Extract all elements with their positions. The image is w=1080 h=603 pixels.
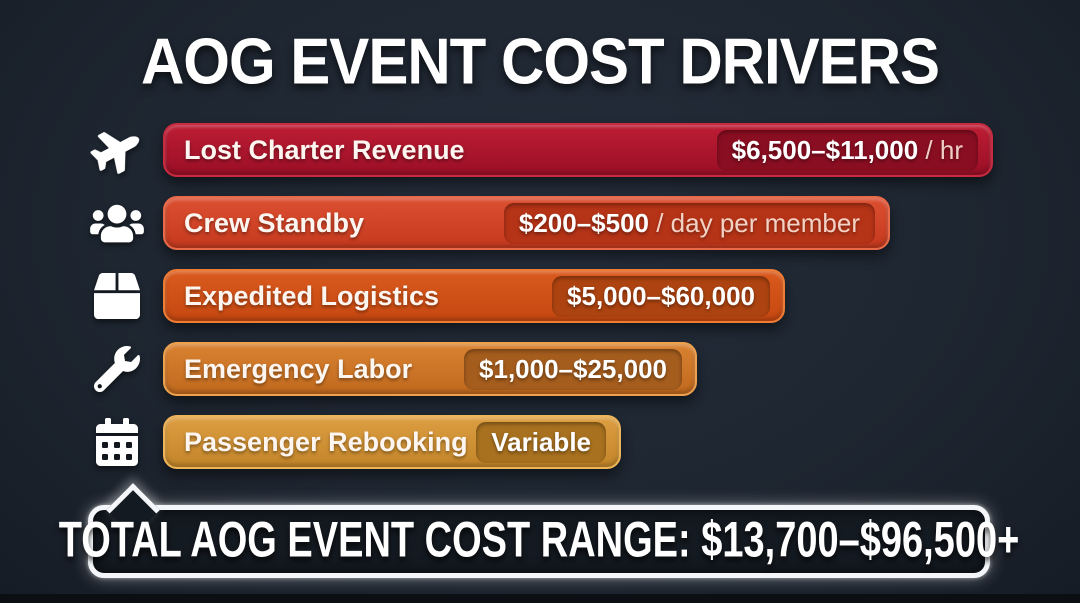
value-range: $1,000–$25,000 [479, 353, 667, 384]
plane-icon [86, 128, 148, 174]
value-suffix: / day per member [649, 207, 860, 238]
total-cost-text: TOTAL AOG EVENT COST RANGE: $13,700–$96,… [58, 513, 1020, 569]
value-range: $200–$500 [518, 207, 650, 238]
bar-expedited-logistics: Expedited Logistics $5,000–$60,000 [163, 269, 785, 323]
bar-crew-standby: Crew Standby $200–$500 / day per member [163, 196, 890, 250]
bar-label: Emergency Labor [184, 353, 413, 384]
value-pill: $6,500–$11,000 / hr [716, 129, 978, 171]
calendar-icon [86, 418, 148, 466]
value-pill: $1,000–$25,000 [464, 348, 682, 390]
total-cost-callout: TOTAL AOG EVENT COST RANGE: $13,700–$96,… [59, 483, 1019, 578]
box-icon [86, 273, 148, 319]
row-passenger-rebooking: Passenger Rebooking Variable [86, 415, 993, 469]
bar-label: Crew Standby [184, 207, 365, 238]
page-title: AOG EVENT COST DRIVERS [140, 25, 940, 98]
bottom-edge-strip [0, 594, 1080, 603]
row-expedited-logistics: Expedited Logistics $5,000–$60,000 [86, 269, 993, 323]
value-range: Variable [491, 426, 591, 457]
row-emergency-labor: Emergency Labor $1,000–$25,000 [86, 342, 993, 396]
row-lost-charter-revenue: Lost Charter Revenue $6,500–$11,000 / hr [86, 123, 993, 177]
value-range: $5,000–$60,000 [567, 280, 755, 311]
value-pill: $5,000–$60,000 [552, 275, 770, 317]
value-suffix: / hr [918, 134, 963, 165]
bar-label: Expedited Logistics [184, 280, 440, 311]
wrench-icon [86, 346, 148, 392]
bar-emergency-labor: Emergency Labor $1,000–$25,000 [163, 342, 697, 396]
value-range: $6,500–$11,000 [731, 134, 919, 165]
row-crew-standby: Crew Standby $200–$500 / day per member [86, 196, 993, 250]
crew-icon [86, 202, 148, 245]
bar-passenger-rebooking: Passenger Rebooking Variable [163, 415, 621, 469]
bar-label: Lost Charter Revenue [184, 134, 465, 165]
cost-driver-bars: Lost Charter Revenue $6,500–$11,000 / hr… [86, 123, 993, 469]
bar-label: Passenger Rebooking [184, 426, 468, 457]
bar-lost-charter-revenue: Lost Charter Revenue $6,500–$11,000 / hr [163, 123, 993, 177]
value-pill: $200–$500 / day per member [503, 202, 875, 244]
value-pill: Variable [476, 421, 606, 463]
